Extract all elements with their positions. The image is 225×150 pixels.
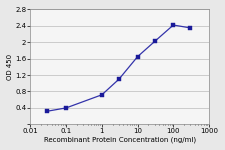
X-axis label: Recombinant Protein Concentration (ng/ml): Recombinant Protein Concentration (ng/ml… bbox=[44, 136, 196, 143]
Y-axis label: OD 450: OD 450 bbox=[7, 54, 13, 80]
